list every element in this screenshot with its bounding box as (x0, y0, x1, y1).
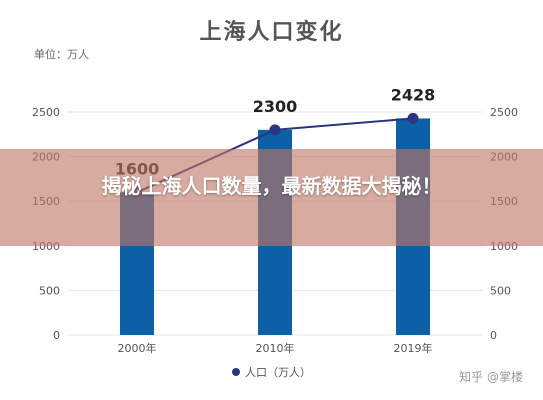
legend-label: 人口（万人） (245, 366, 311, 379)
x-tick-label: 2010年 (256, 341, 295, 355)
line-point (407, 112, 419, 124)
data-label: 2300 (253, 97, 298, 116)
watermark: 知乎 @掌楼 (459, 370, 523, 384)
legend-marker (232, 368, 240, 376)
y-tick-label-left: 2500 (32, 106, 60, 119)
y-tick-label-right: 500 (490, 284, 511, 297)
y-tick-label-left: 500 (39, 284, 60, 297)
headline-text: 揭秘上海人口数量，最新数据大揭秘！ (101, 174, 442, 198)
headline-banner (0, 149, 543, 246)
chart-title: 上海人口变化 (199, 20, 344, 45)
x-tick-label: 2000年 (118, 341, 157, 355)
line-point (269, 124, 281, 136)
data-label: 2428 (391, 85, 436, 104)
y-tick-label-left: 0 (53, 329, 60, 342)
unit-label: 单位：万人 (34, 48, 89, 61)
x-tick-label: 2019年 (394, 341, 433, 355)
y-tick-label-right: 0 (490, 329, 497, 342)
y-tick-label-right: 2500 (490, 106, 518, 119)
